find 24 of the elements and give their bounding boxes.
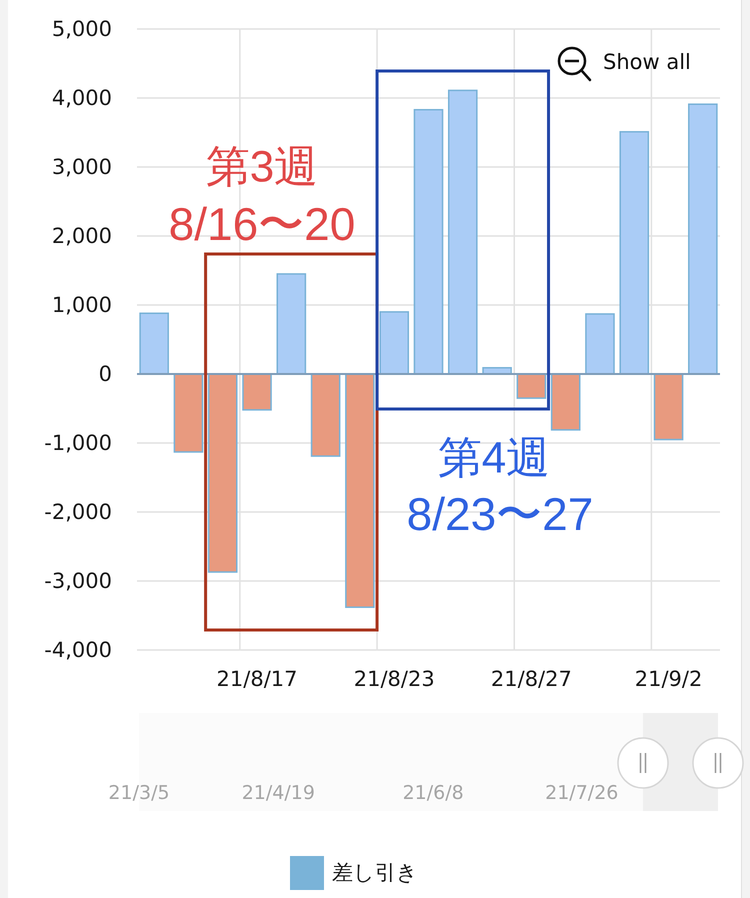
y-tick-label: -3,000 <box>44 569 112 593</box>
y-tick-label: -1,000 <box>44 431 112 455</box>
annotation: 第4週 <box>438 434 550 482</box>
y-tick-label: -2,000 <box>44 500 112 524</box>
x2-tick-label: 21/6/8 <box>402 782 464 804</box>
x-tick-label: 21/8/23 <box>354 667 435 691</box>
x2-tick-label: 21/4/19 <box>242 782 315 804</box>
x2-tick-label: 21/7/26 <box>545 782 618 804</box>
y-tick-label: 0 <box>98 362 112 386</box>
annotation: 第3週 <box>206 142 318 192</box>
x2-tick-label: 21/3/5 <box>108 782 170 804</box>
y-tick-label: 4,000 <box>52 86 112 110</box>
annotation: 8/16〜20 <box>168 198 356 250</box>
x-tick-label: 21/8/27 <box>490 667 572 691</box>
y-tick-label: -4,000 <box>44 638 112 662</box>
y-tick-label: 5,000 <box>52 17 112 41</box>
x-tick-label: 21/8/17 <box>216 667 298 691</box>
legend: 差し引き <box>290 856 418 890</box>
x-tick-label: 21/9/2 <box>634 667 702 691</box>
annotation: 8/23〜27 <box>406 488 594 540</box>
annotation: Show all <box>603 50 691 74</box>
y-tick-label: 1,000 <box>52 293 112 317</box>
y-tick-label: 3,000 <box>52 155 112 179</box>
y-tick-label: 2,000 <box>52 224 112 248</box>
